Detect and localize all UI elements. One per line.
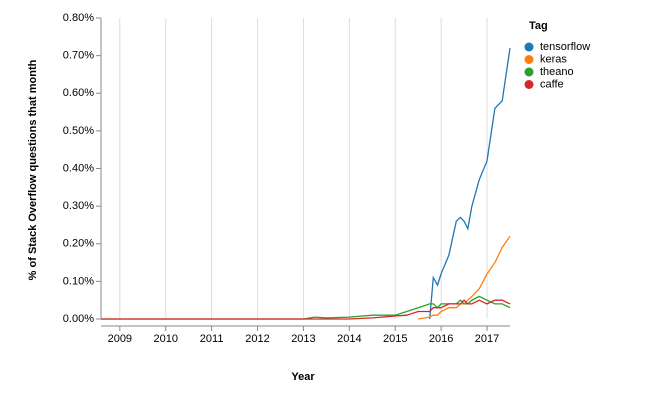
legend-label: theano bbox=[540, 66, 574, 78]
y-tick-label: 0.10% bbox=[63, 275, 94, 287]
y-tick-label: 0.70% bbox=[63, 50, 94, 62]
y-axis-title: % of Stack Overflow questions that month bbox=[27, 59, 39, 280]
y-tick-label: 0.40% bbox=[63, 162, 94, 174]
y-tick-label: 0.00% bbox=[63, 313, 94, 325]
series-line bbox=[101, 295, 511, 320]
x-tick-label: 2017 bbox=[475, 333, 499, 345]
legend-label: caffe bbox=[540, 78, 564, 90]
x-tick-label: 2011 bbox=[200, 333, 224, 345]
x-tick-label: 2012 bbox=[245, 333, 269, 345]
legend-swatch bbox=[524, 42, 534, 52]
x-tick-label: 2013 bbox=[291, 333, 315, 345]
legend-swatch bbox=[524, 55, 534, 64]
legend-label: keras bbox=[540, 53, 567, 65]
y-tick-label: 0.20% bbox=[63, 238, 94, 250]
series-line bbox=[429, 48, 511, 320]
x-tick-label: 2009 bbox=[108, 333, 132, 345]
x-tick-label: 2016 bbox=[429, 333, 453, 345]
legend-swatch bbox=[524, 67, 534, 77]
series-line bbox=[418, 235, 511, 320]
y-tick-label: 0.80% bbox=[63, 12, 94, 24]
legend-title: Tag bbox=[529, 20, 548, 32]
x-axis-title: Year bbox=[291, 371, 315, 383]
x-tick-label: 2015 bbox=[383, 333, 407, 345]
legend-swatch bbox=[524, 80, 534, 89]
series-line bbox=[101, 299, 511, 320]
y-tick-label: 0.60% bbox=[63, 87, 94, 99]
x-tick-label: 2010 bbox=[153, 333, 177, 345]
y-tick-label: 0.50% bbox=[63, 125, 94, 137]
legend-label: tensorflow bbox=[540, 41, 590, 53]
x-tick-label: 2014 bbox=[337, 333, 361, 345]
y-tick-label: 0.30% bbox=[63, 200, 94, 212]
